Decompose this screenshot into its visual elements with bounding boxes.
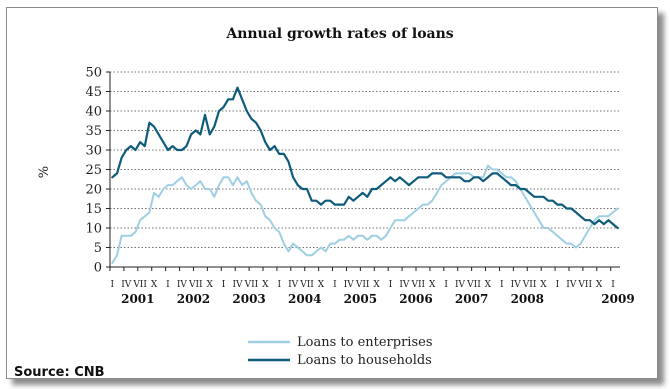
x-tick-label: I bbox=[500, 280, 504, 290]
x-tick-label: VII bbox=[244, 280, 259, 290]
y-tick-label: 25 bbox=[85, 163, 102, 178]
y-tick-label: 0 bbox=[94, 261, 102, 276]
x-tick-label: I bbox=[111, 280, 115, 290]
x-tick-label: VII bbox=[132, 280, 147, 290]
y-tick-label: 10 bbox=[85, 222, 102, 237]
y-tick-label: 50 bbox=[85, 66, 102, 81]
legend-label: Loans to households bbox=[297, 353, 432, 368]
x-tick-label: IV bbox=[399, 280, 410, 290]
x-tick-label: I bbox=[277, 280, 281, 290]
x-tick-label: IV bbox=[566, 280, 577, 290]
x-tick-label: VII bbox=[355, 280, 370, 290]
x-tick-label: X bbox=[206, 280, 213, 290]
legend-label: Loans to enterprises bbox=[297, 335, 433, 350]
y-tick-label: 45 bbox=[85, 85, 102, 100]
x-tick-label: I bbox=[166, 280, 170, 290]
x-tick-label: X bbox=[596, 280, 603, 290]
x-tick-label: VII bbox=[188, 280, 203, 290]
x-tick-label: VII bbox=[299, 280, 314, 290]
year-label: 2001 bbox=[121, 292, 154, 306]
legend: Loans to enterprises Loans to households bbox=[248, 335, 433, 368]
x-tick-label: I bbox=[333, 280, 337, 290]
year-label: 2002 bbox=[177, 292, 210, 306]
y-tick-label: 15 bbox=[85, 202, 102, 217]
x-tick-label: X bbox=[151, 280, 158, 290]
x-tick-label: X bbox=[262, 280, 269, 290]
x-tick-label: I bbox=[556, 280, 560, 290]
year-label: 2009 bbox=[601, 292, 634, 306]
y-tick-label: 20 bbox=[85, 183, 102, 198]
x-tick-label: X bbox=[429, 280, 436, 290]
series-group bbox=[111, 86, 619, 265]
x-tick-label: IV bbox=[288, 280, 299, 290]
x-tick-label: VII bbox=[522, 280, 537, 290]
y-tick-label: 30 bbox=[85, 144, 102, 159]
x-tick-label: X bbox=[318, 280, 325, 290]
year-label: 2005 bbox=[344, 292, 377, 306]
y-axis-label: % bbox=[37, 166, 52, 178]
x-tick-label: IV bbox=[344, 280, 355, 290]
year-label: 2008 bbox=[511, 292, 544, 306]
x-tick-label: IV bbox=[121, 280, 132, 290]
year-label: 2004 bbox=[288, 292, 321, 306]
x-tick-label: X bbox=[373, 280, 380, 290]
y-tick-label: 40 bbox=[85, 105, 102, 120]
x-tick-label: VII bbox=[411, 280, 426, 290]
x-tick-label: I bbox=[611, 280, 615, 290]
x-tick-label: IV bbox=[511, 280, 522, 290]
y-tick-label: 35 bbox=[85, 124, 102, 139]
year-label: 2003 bbox=[232, 292, 265, 306]
x-tick-label: IV bbox=[177, 280, 188, 290]
x-tick-label: VII bbox=[466, 280, 481, 290]
x-axis-ticks: I IV VII X I IV VII X I IV VII X I IV VII X I IV VII X I IV VI… bbox=[109, 267, 635, 306]
y-axis-ticks: 0 5 10 15 20 25 30 35 40 45 50 bbox=[85, 66, 110, 276]
x-tick-label: I bbox=[389, 280, 393, 290]
year-label: 2006 bbox=[399, 292, 432, 306]
x-tick-label: IV bbox=[232, 280, 243, 290]
series-line-2 bbox=[111, 86, 619, 230]
year-label: 2007 bbox=[455, 292, 488, 306]
x-tick-label: IV bbox=[455, 280, 466, 290]
x-tick-label: X bbox=[485, 280, 492, 290]
y-tick-label: 5 bbox=[94, 241, 102, 256]
grid bbox=[110, 71, 620, 248]
x-tick-label: VII bbox=[577, 280, 592, 290]
x-tick-label: I bbox=[222, 280, 226, 290]
series-line-1 bbox=[111, 164, 619, 265]
x-tick-label: X bbox=[540, 280, 547, 290]
chart-title: Annual growth rates of loans bbox=[225, 26, 453, 42]
x-tick-label: I bbox=[444, 280, 448, 290]
chart-frame bbox=[6, 7, 658, 379]
source-note: Source: CNB bbox=[14, 365, 105, 380]
